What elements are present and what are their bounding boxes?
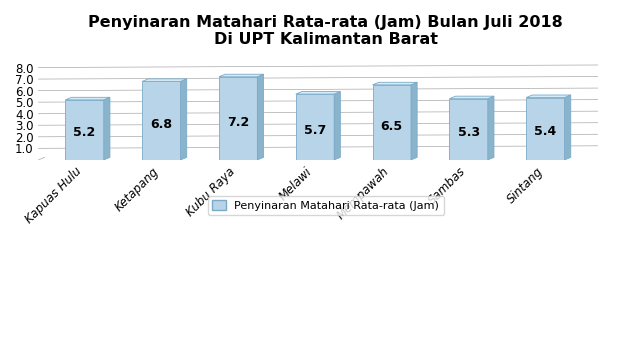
Polygon shape (526, 95, 571, 98)
Polygon shape (65, 97, 110, 100)
Polygon shape (296, 92, 340, 94)
Polygon shape (219, 77, 257, 160)
Polygon shape (181, 79, 187, 160)
Text: 5.4: 5.4 (534, 125, 556, 138)
Polygon shape (334, 92, 340, 160)
Title: Penyinaran Matahari Rata-rata (Jam) Bulan Juli 2018
Di UPT Kalimantan Barat: Penyinaran Matahari Rata-rata (Jam) Bula… (89, 15, 563, 48)
Polygon shape (142, 82, 181, 160)
Polygon shape (104, 97, 110, 160)
Polygon shape (565, 95, 571, 160)
Text: 5.2: 5.2 (73, 126, 95, 139)
Polygon shape (372, 82, 417, 85)
Polygon shape (65, 100, 104, 160)
Polygon shape (526, 98, 565, 160)
Polygon shape (372, 85, 411, 160)
Polygon shape (450, 99, 488, 160)
Polygon shape (296, 94, 334, 160)
Legend: Penyinaran Matahari Rata-rata (Jam): Penyinaran Matahari Rata-rata (Jam) (208, 196, 444, 215)
Text: 6.8: 6.8 (150, 118, 172, 131)
Polygon shape (257, 74, 264, 160)
Text: 5.7: 5.7 (304, 124, 326, 137)
Text: 7.2: 7.2 (227, 116, 249, 129)
Polygon shape (450, 96, 494, 99)
Polygon shape (411, 82, 417, 160)
Polygon shape (142, 79, 187, 82)
Text: 5.3: 5.3 (458, 126, 480, 139)
Polygon shape (219, 74, 264, 77)
Polygon shape (488, 96, 494, 160)
Text: 6.5: 6.5 (381, 120, 403, 133)
